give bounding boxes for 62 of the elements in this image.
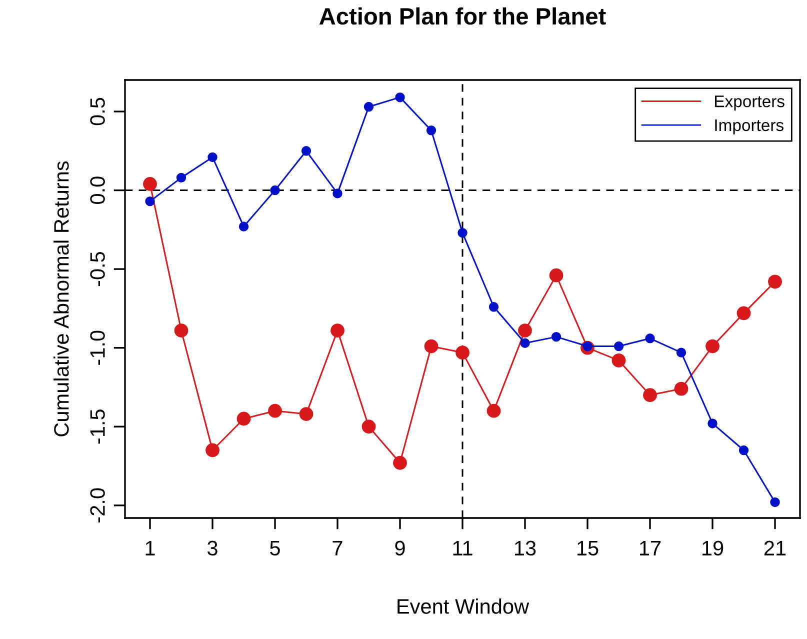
point <box>643 388 657 402</box>
point <box>614 341 624 352</box>
point <box>206 443 220 458</box>
chart-title: Action Plan for the Planet <box>319 7 606 25</box>
y-tick-label: -2.0 <box>90 488 105 522</box>
point <box>208 152 218 162</box>
x-axis-title: Event Window <box>398 598 530 614</box>
x-tick-label: 13 <box>515 540 536 556</box>
x-tick-label: 21 <box>764 540 786 556</box>
x-tick-label: 17 <box>640 540 661 556</box>
point <box>458 228 468 238</box>
x-tick-label: 15 <box>578 540 598 556</box>
x-tick-label: 3 <box>208 540 218 556</box>
point <box>518 324 532 338</box>
point <box>708 418 718 428</box>
point <box>176 172 186 183</box>
y-tick-label: -1.5 <box>90 410 105 444</box>
point <box>551 332 562 342</box>
point <box>520 338 530 348</box>
point <box>364 102 374 112</box>
point <box>426 126 436 136</box>
point <box>612 354 626 368</box>
point <box>676 348 686 358</box>
point <box>395 92 405 102</box>
point <box>486 404 501 418</box>
x-tick-label: 9 <box>395 540 405 556</box>
x-tick-label: 5 <box>270 540 280 556</box>
x-tick-label: 1 <box>146 540 155 556</box>
legend-label: Exporters <box>715 96 784 111</box>
point <box>645 334 655 344</box>
y-tick-label: 0.0 <box>90 176 105 204</box>
x-tick-label: 7 <box>332 540 342 556</box>
point <box>174 324 188 338</box>
point <box>362 420 376 434</box>
point <box>393 456 407 470</box>
point <box>488 302 499 312</box>
point <box>270 185 280 196</box>
y-tick-label: 0.5 <box>90 98 105 126</box>
legend-label: Importers <box>715 119 784 134</box>
point <box>268 404 282 418</box>
point <box>301 146 312 156</box>
y-tick-label: -0.5 <box>90 252 105 286</box>
point <box>549 268 564 282</box>
point <box>143 177 157 191</box>
point <box>236 412 251 426</box>
point <box>330 324 344 338</box>
point <box>768 274 782 289</box>
point <box>299 407 314 421</box>
point <box>706 339 720 354</box>
point <box>736 306 751 320</box>
y-axis-title: Cumulative Abnormal Returns <box>54 161 69 436</box>
y-tick-label: -1.0 <box>90 330 105 365</box>
point <box>674 382 688 396</box>
point <box>770 497 780 508</box>
point <box>738 445 749 456</box>
point <box>145 196 155 206</box>
x-tick-label: 11 <box>453 540 472 556</box>
x-tick-label: 19 <box>702 540 724 556</box>
point <box>238 222 249 232</box>
point <box>424 339 438 354</box>
point <box>332 188 342 198</box>
point <box>456 346 470 360</box>
